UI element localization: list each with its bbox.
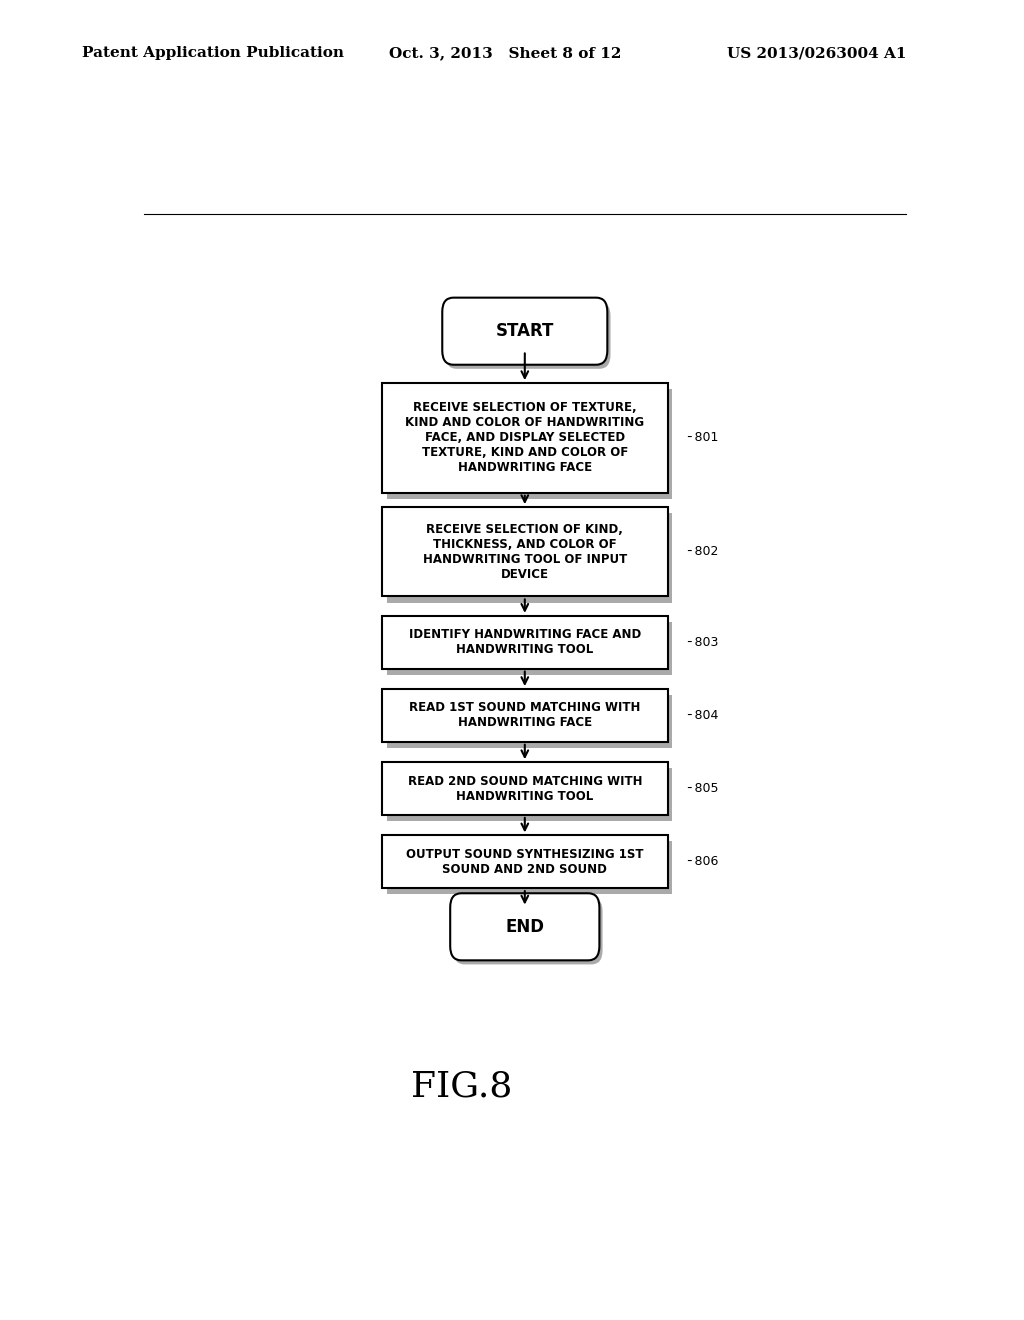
Text: OUTPUT SOUND SYNTHESIZING 1ST
SOUND AND 2ND SOUND: OUTPUT SOUND SYNTHESIZING 1ST SOUND AND … [407, 847, 643, 875]
Text: IDENTIFY HANDWRITING FACE AND
HANDWRITING TOOL: IDENTIFY HANDWRITING FACE AND HANDWRITIN… [409, 628, 641, 656]
Bar [387, 513, 673, 602]
Text: READ 1ST SOUND MATCHING WITH
HANDWRITING FACE: READ 1ST SOUND MATCHING WITH HANDWRITING… [410, 701, 640, 730]
Bar [387, 696, 673, 748]
Text: ╴804: ╴804 [687, 709, 719, 722]
Text: END: END [505, 917, 545, 936]
Bar [387, 841, 673, 894]
Bar [382, 507, 668, 597]
Bar [387, 768, 673, 821]
Bar [387, 389, 673, 499]
Bar [387, 622, 673, 675]
Text: ╴802: ╴802 [687, 545, 719, 558]
Text: ╴805: ╴805 [687, 781, 719, 795]
Text: ╴801: ╴801 [687, 432, 719, 445]
FancyBboxPatch shape [445, 302, 610, 368]
Text: START: START [496, 322, 554, 341]
Bar [382, 615, 668, 669]
Text: FIG.8: FIG.8 [411, 1069, 512, 1104]
Text: RECEIVE SELECTION OF KIND,
THICKNESS, AND COLOR OF
HANDWRITING TOOL OF INPUT
DEV: RECEIVE SELECTION OF KIND, THICKNESS, AN… [423, 523, 627, 581]
Text: RECEIVE SELECTION OF TEXTURE,
KIND AND COLOR OF HANDWRITING
FACE, AND DISPLAY SE: RECEIVE SELECTION OF TEXTURE, KIND AND C… [406, 401, 644, 474]
Text: Oct. 3, 2013   Sheet 8 of 12: Oct. 3, 2013 Sheet 8 of 12 [389, 46, 622, 61]
Text: ╴803: ╴803 [687, 636, 719, 648]
Text: READ 2ND SOUND MATCHING WITH
HANDWRITING TOOL: READ 2ND SOUND MATCHING WITH HANDWRITING… [408, 775, 642, 803]
Bar [382, 836, 668, 888]
FancyBboxPatch shape [442, 297, 607, 364]
Bar [382, 762, 668, 814]
Bar [382, 383, 668, 492]
Text: US 2013/0263004 A1: US 2013/0263004 A1 [727, 46, 906, 61]
Bar [382, 689, 668, 742]
FancyBboxPatch shape [454, 898, 602, 965]
FancyBboxPatch shape [451, 894, 599, 961]
Text: ╴806: ╴806 [687, 855, 719, 869]
Text: Patent Application Publication: Patent Application Publication [82, 46, 344, 61]
